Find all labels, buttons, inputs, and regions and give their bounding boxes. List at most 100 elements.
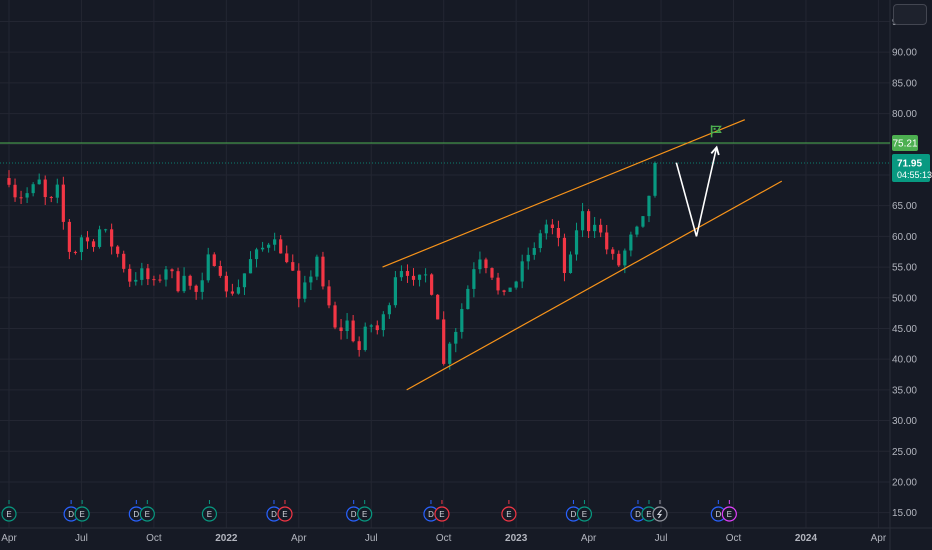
candle-body	[260, 247, 265, 250]
earnings-marker: E	[357, 500, 373, 522]
candle-body	[134, 279, 138, 282]
earnings-marker: E	[201, 500, 218, 522]
candle-body	[375, 325, 379, 331]
candle-body	[327, 286, 331, 306]
x-tick-label: Apr	[581, 533, 597, 544]
candle-body	[254, 249, 259, 260]
candle-body	[605, 232, 609, 250]
y-tick-label: 45.00	[892, 324, 917, 335]
svg-text:E: E	[362, 510, 367, 519]
earnings-marker: E	[277, 500, 293, 522]
candle-body	[538, 233, 542, 249]
level-price-label-bg	[892, 134, 918, 151]
candle-body	[321, 256, 325, 287]
candle-body	[369, 325, 373, 327]
y-tick-label: 90.00	[892, 48, 917, 59]
candle-body	[496, 277, 500, 291]
x-tick-label: 2024	[795, 533, 818, 544]
candle-body	[37, 179, 41, 185]
candle-body	[454, 331, 458, 344]
candle-body	[309, 276, 313, 283]
dividend-marker: D	[266, 500, 282, 522]
candle-body	[399, 271, 404, 278]
candle-body	[25, 193, 29, 198]
candle-body	[611, 249, 615, 254]
candle-body	[580, 211, 585, 231]
candle-body	[85, 237, 90, 242]
svg-text:E: E	[646, 510, 651, 519]
candle-body	[617, 253, 621, 266]
candle-body	[158, 279, 162, 281]
svg-text:E: E	[582, 510, 587, 519]
candle-body	[635, 226, 639, 235]
candle-body	[351, 320, 355, 342]
candle-body	[297, 270, 301, 299]
candle-body	[333, 305, 337, 328]
candle-body	[236, 287, 241, 294]
candle-body	[200, 280, 204, 292]
candle-body	[460, 309, 464, 332]
candle-body	[647, 195, 651, 217]
earnings-marker: E	[501, 500, 517, 522]
last-price-label-bg	[892, 154, 930, 183]
candle-body	[188, 275, 192, 286]
svg-text:D: D	[715, 510, 721, 519]
candle-body	[466, 288, 470, 310]
chart-settings-button[interactable]	[893, 4, 927, 25]
candle-body	[490, 268, 494, 278]
x-tick-label: Oct	[436, 533, 452, 544]
candle-body	[212, 254, 216, 267]
y-tick-label: 30.00	[892, 416, 917, 427]
earnings-marker: E	[1, 500, 17, 522]
candle-body	[526, 254, 530, 262]
svg-text:E: E	[6, 510, 11, 519]
candle-body	[206, 254, 210, 281]
svg-text:E: E	[506, 510, 511, 519]
candle-body	[568, 254, 573, 274]
candle-body	[430, 274, 434, 295]
candle-body	[152, 279, 156, 281]
candle-body	[417, 274, 422, 280]
svg-text:E: E	[79, 510, 84, 519]
svg-text:D: D	[271, 510, 277, 519]
countdown-label: 04:55:13	[897, 170, 932, 180]
dividend-marker: D	[128, 500, 144, 522]
x-tick-label: Jul	[655, 533, 668, 544]
y-tick-label: 50.00	[892, 293, 917, 304]
flag-icon	[710, 125, 722, 138]
candle-body	[140, 268, 144, 280]
candle-body	[242, 273, 247, 288]
candle-body	[587, 211, 591, 232]
candle-body	[393, 277, 397, 306]
candle-body	[79, 237, 84, 253]
candle-body	[248, 259, 253, 274]
candle-body	[345, 320, 349, 332]
candle-body	[436, 294, 440, 320]
svg-text:E: E	[207, 510, 212, 519]
y-tick-label: 20.00	[892, 477, 917, 488]
earnings-marker: E	[434, 500, 450, 522]
candle-body	[544, 224, 548, 234]
y-tick-label: 85.00	[892, 78, 917, 89]
candle-body	[73, 251, 78, 253]
svg-text:D: D	[133, 510, 139, 519]
candle-body	[303, 282, 307, 299]
x-tick-label: Oct	[726, 533, 742, 544]
candle-body	[176, 271, 180, 292]
x-tick-label: Jul	[75, 533, 88, 544]
candle-body	[19, 197, 23, 199]
candle-body	[442, 319, 446, 364]
candle-body	[315, 256, 319, 277]
candle-body	[532, 248, 536, 255]
candle-body	[285, 253, 289, 263]
svg-text:D: D	[428, 510, 434, 519]
candle-body	[194, 285, 198, 292]
y-tick-label: 40.00	[892, 355, 917, 366]
x-tick-label: Apr	[1, 533, 17, 544]
split-marker	[652, 500, 668, 522]
candle-body	[224, 275, 228, 292]
candle-body	[411, 275, 416, 280]
